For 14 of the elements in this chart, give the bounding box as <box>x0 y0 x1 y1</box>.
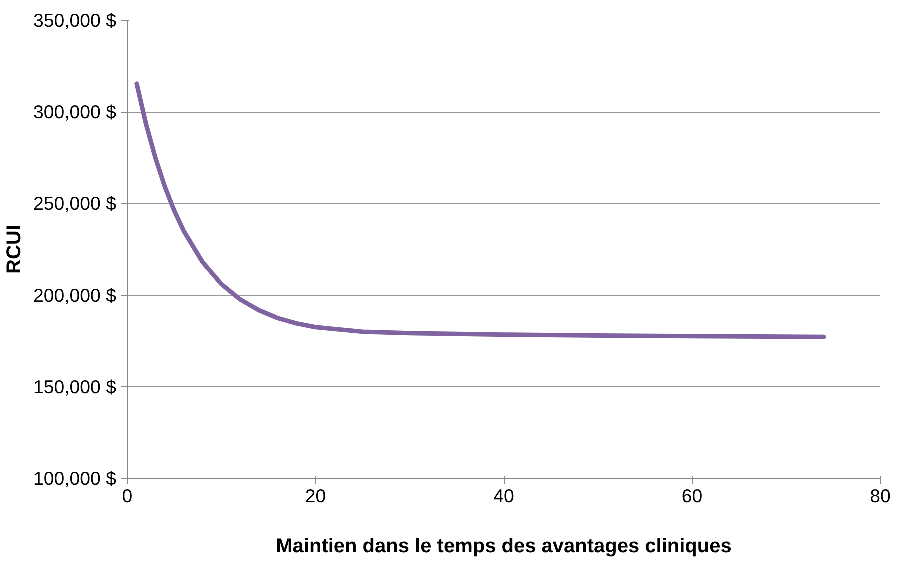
y-tick-label: 300,000 $ <box>34 102 118 123</box>
line-series <box>134 82 826 340</box>
x-tick-label: 0 <box>122 486 133 506</box>
x-axis-title: Maintien dans le temps des avantages cliniques <box>276 536 732 558</box>
y-axis-title: RCUI <box>4 225 26 274</box>
y-tick-label: 200,000 $ <box>34 284 118 306</box>
x-tick-label: 40 <box>494 486 514 506</box>
y-tick-label: 350,000 $ <box>34 10 118 31</box>
x-tick-label: 80 <box>870 486 891 506</box>
y-tick-label: 100,000 $ <box>34 468 118 489</box>
y-tick-label: 150,000 $ <box>34 376 118 398</box>
x-tick-label: 60 <box>682 486 703 506</box>
x-tick-label: 20 <box>305 486 326 506</box>
y-tick-label: 250,000 $ <box>34 193 118 214</box>
